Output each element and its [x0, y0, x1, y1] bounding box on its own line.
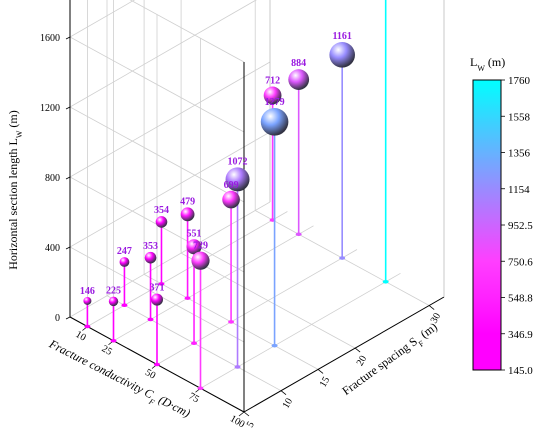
colorbar-label: 1154	[508, 184, 530, 196]
chart-markers	[83, 42, 355, 307]
z-tick-mark	[65, 106, 71, 110]
y-gridline	[106, 0, 282, 392]
data-point-sphere	[180, 207, 195, 222]
data-label: 371	[150, 283, 165, 294]
z-tick-label: 1600	[40, 33, 60, 44]
data-point-sphere	[263, 86, 282, 105]
data-point-sphere	[329, 42, 355, 68]
y-tick-mark	[243, 411, 250, 417]
data-point-sphere	[119, 257, 130, 267]
colorbar-label: 952.5	[508, 220, 533, 232]
data-point-sphere	[191, 251, 210, 270]
data-point-sphere	[186, 239, 202, 255]
data-label: 551	[187, 228, 202, 239]
data-label: 1072	[228, 156, 248, 167]
data-label: 146	[80, 286, 95, 297]
stem-base	[271, 343, 278, 348]
colorbar: 1760 1558 1356 1154 952.5 750.6 548.8 346.9 145.…	[472, 75, 533, 377]
stem-base	[339, 256, 346, 260]
data-point-sphere	[222, 190, 240, 209]
stem-base	[191, 341, 198, 346]
stem-base	[147, 317, 154, 322]
y-gridline	[143, 0, 319, 370]
data-point-sphere	[144, 251, 157, 264]
x-tick-label: 10	[74, 329, 88, 344]
y-gridline	[254, 0, 430, 306]
y-tick-label: 30	[429, 311, 444, 325]
z-gridline	[129, 0, 245, 63]
z-tick-mark	[65, 246, 71, 250]
data-point-sphere	[155, 216, 168, 228]
stem-base	[197, 386, 204, 391]
stem-base	[121, 303, 128, 308]
colorbar-label: 1558	[508, 111, 531, 123]
stem-base	[234, 365, 241, 369]
colorbar-label: 145.0	[508, 365, 533, 377]
y-tick-label: 20	[355, 354, 370, 368]
data-point-sphere	[288, 69, 310, 90]
y-tick-label: 5	[245, 420, 257, 430]
z-tick-mark	[65, 36, 71, 40]
chart-axes	[69, 0, 445, 413]
y-gridline	[180, 0, 356, 349]
data-label: 247	[117, 246, 132, 257]
right-back-pane	[70, 0, 270, 317]
colorbar-label: 1356	[508, 148, 531, 160]
y-tick-mark	[428, 305, 435, 310]
stem-base	[84, 324, 91, 329]
z-tick-mark	[65, 316, 71, 320]
colorbar-label: 346.9	[508, 329, 533, 341]
data-point-sphere	[260, 108, 289, 136]
data-point-sphere	[83, 296, 92, 305]
data-label: 1279	[265, 97, 285, 108]
data-label: 353	[143, 241, 158, 252]
y-axis-line	[243, 296, 445, 413]
data-label: 354	[154, 205, 169, 216]
colorbar-title: LW (m)	[470, 55, 505, 73]
colorbar-rect	[472, 79, 502, 371]
data-label: 729	[193, 241, 208, 252]
stem-base	[228, 320, 235, 324]
data-point-sphere	[108, 296, 119, 307]
y-tick-mark	[280, 390, 287, 396]
colorbar-label: 548.8	[508, 293, 533, 305]
z-tick-label: 0	[55, 313, 60, 324]
chart-data-labels: 146 225 247 353 354 371 479 551 729 699 1072 712 127…	[80, 31, 352, 297]
stem-base	[154, 362, 160, 367]
stem-base	[295, 232, 302, 237]
x-tick-mark	[238, 411, 245, 417]
colorbar-label: 1760	[508, 75, 531, 87]
data-label: 225	[106, 286, 121, 297]
y-tick-label: 10	[281, 396, 296, 410]
data-label: 479	[180, 196, 195, 207]
y-tick-mark	[354, 347, 361, 353]
z-tick-label: 1200	[40, 103, 60, 114]
y-tick-mark	[317, 369, 324, 374]
data-label: 699	[224, 180, 239, 191]
stem-base	[158, 282, 165, 286]
data-point-sphere	[151, 293, 163, 306]
x-tick-label: 25	[100, 343, 114, 358]
x-tick-label: 50	[143, 367, 157, 382]
stem-base	[382, 279, 389, 284]
z-tick-mark	[65, 176, 71, 180]
colorbar-label: 750.6	[508, 256, 533, 268]
y-tick-label: 15	[318, 375, 333, 389]
data-label: 1161	[332, 31, 351, 42]
data-point-sphere	[225, 167, 250, 192]
x-tick-label: 100	[228, 413, 246, 430]
data-label: 884	[291, 58, 306, 69]
z-tick-label: 400	[45, 243, 60, 254]
z-tick-label: 800	[45, 173, 60, 184]
x-tick-label: 75	[187, 391, 201, 406]
z-axis-label: Horizontal section length LW (m)	[6, 110, 24, 270]
stem-base	[184, 296, 191, 300]
data-label: 712	[265, 76, 280, 87]
stem-base	[110, 338, 117, 343]
